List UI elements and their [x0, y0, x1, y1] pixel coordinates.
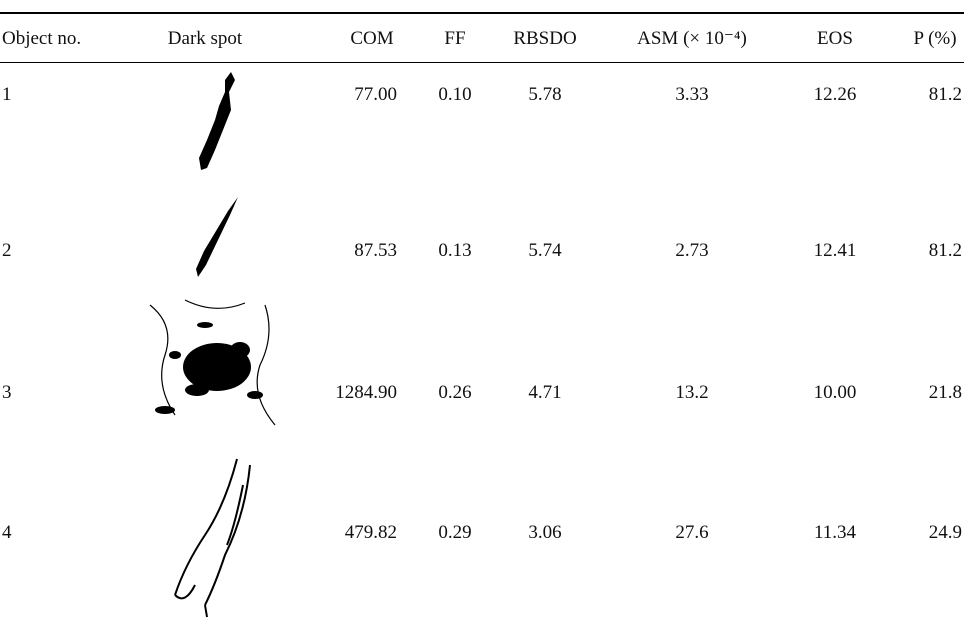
column-header: Object no.	[2, 28, 81, 50]
table-cell: 87.53	[354, 240, 397, 262]
table-page: Object no. Dark spot COM FF RBSDO ASM (× 10⁻⁴…	[0, 0, 964, 624]
table-cell: 81.2	[929, 84, 962, 106]
table-cell: 21.8	[929, 382, 962, 404]
column-header: FF	[444, 28, 465, 50]
object-number: 1	[2, 84, 12, 106]
table-cell: 77.00	[354, 84, 397, 106]
table-cell: 24.9	[929, 522, 962, 544]
column-header: Dark spot	[168, 28, 242, 50]
table-cell: 5.78	[528, 84, 561, 106]
table-cell: 1284.90	[335, 382, 397, 404]
column-header: RBSDO	[513, 28, 576, 50]
table-cell: 479.82	[345, 522, 397, 544]
table-cell: 0.29	[438, 522, 471, 544]
table-cell: 3.33	[675, 84, 708, 106]
column-header: EOS	[817, 28, 853, 50]
top-rule	[0, 12, 964, 14]
object-number: 4	[2, 522, 12, 544]
table-cell: 0.26	[438, 382, 471, 404]
dark-spot-image	[145, 295, 285, 430]
header-rule	[0, 62, 964, 63]
object-number: 2	[2, 240, 12, 262]
table-cell: 12.26	[814, 84, 857, 106]
table-cell: 0.10	[438, 84, 471, 106]
table-cell: 0.13	[438, 240, 471, 262]
dark-spot-image	[190, 195, 240, 280]
table-cell: 3.06	[528, 522, 561, 544]
dark-spot-image	[165, 455, 265, 620]
table-cell: 12.41	[814, 240, 857, 262]
object-number: 3	[2, 382, 12, 404]
table-cell: 10.00	[814, 382, 857, 404]
column-header: ASM (× 10⁻⁴)	[637, 28, 747, 50]
table-cell: 4.71	[528, 382, 561, 404]
dark-spot-image	[195, 70, 245, 175]
column-header: COM	[350, 28, 393, 50]
table-cell: 5.74	[528, 240, 561, 262]
table-cell: 27.6	[675, 522, 708, 544]
table-cell: 2.73	[675, 240, 708, 262]
column-header: P (%)	[913, 28, 956, 50]
table-cell: 81.2	[929, 240, 962, 262]
table-cell: 13.2	[675, 382, 708, 404]
table-cell: 11.34	[814, 522, 856, 544]
